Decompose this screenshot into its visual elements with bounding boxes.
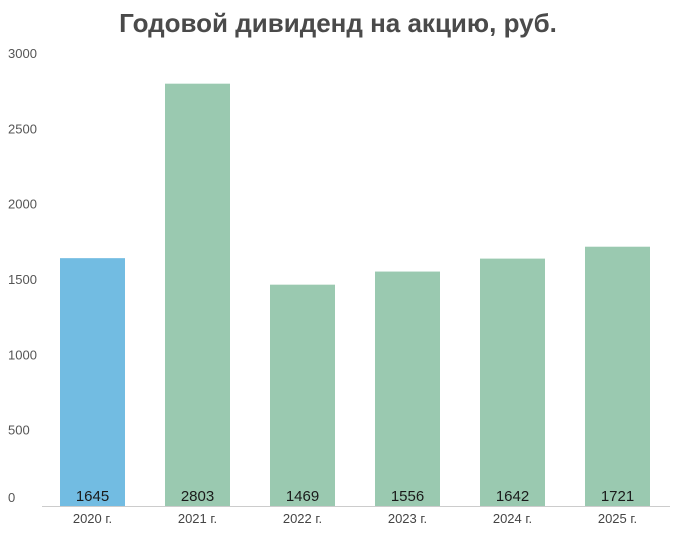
y-tick-label: 2000 xyxy=(8,197,37,212)
y-axis: 0 500 1000 1500 2000 2500 3000 xyxy=(8,46,37,505)
y-tick-label: 3000 xyxy=(8,46,37,61)
bar xyxy=(60,258,125,506)
y-tick-label: 1500 xyxy=(8,272,37,287)
x-tick-label: 2020 г. xyxy=(73,511,112,526)
y-tick-label: 1000 xyxy=(8,347,37,362)
data-label: 1556 xyxy=(391,488,424,505)
bar xyxy=(375,271,440,506)
bar xyxy=(270,284,335,506)
y-tick-label: 2500 xyxy=(8,121,37,136)
x-tick-label: 2023 г. xyxy=(388,511,427,526)
data-label: 1721 xyxy=(601,488,634,505)
chart-title: Годовой дивиденд на акцию, руб. xyxy=(119,8,557,38)
x-tick-label: 2024 г. xyxy=(493,511,532,526)
x-axis: 2020 г. 2021 г. 2022 г. 2023 г. 2024 г. 2025 … xyxy=(73,511,637,526)
data-label: 2803 xyxy=(181,488,214,505)
bar xyxy=(585,246,650,506)
y-tick-label: 500 xyxy=(8,423,30,438)
data-label: 1645 xyxy=(76,488,109,505)
bar xyxy=(165,83,230,506)
x-tick-label: 2022 г. xyxy=(283,511,322,526)
bar xyxy=(480,258,545,506)
y-tick-label: 0 xyxy=(8,490,15,505)
x-tick-label: 2025 г. xyxy=(598,511,637,526)
data-label: 1642 xyxy=(496,488,529,505)
data-label: 1469 xyxy=(286,488,319,505)
bars: 1645 2803 1469 1556 1642 1721 xyxy=(60,83,650,506)
x-tick-label: 2021 г. xyxy=(178,511,217,526)
